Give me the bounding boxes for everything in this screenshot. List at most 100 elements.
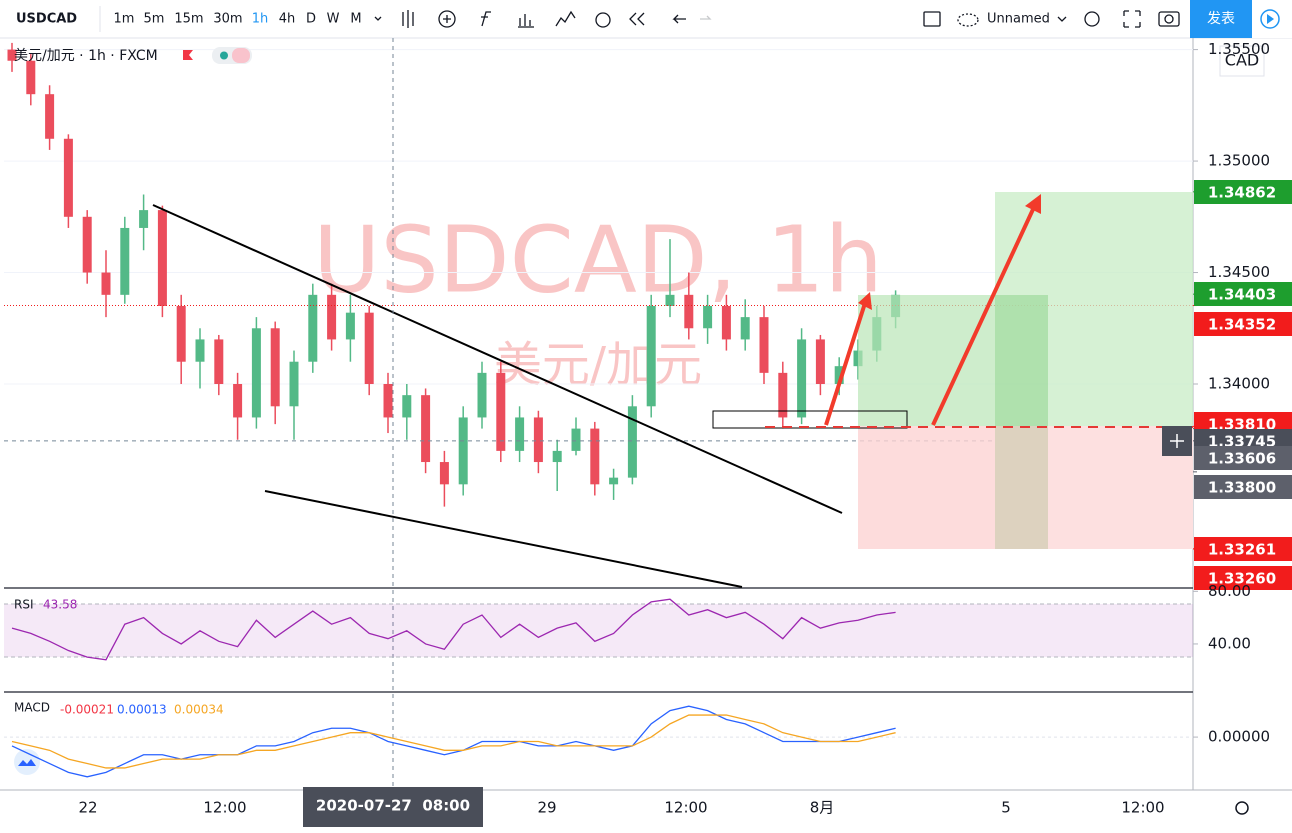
candle-body xyxy=(45,94,55,139)
price-badge xyxy=(1194,566,1292,590)
fullscreen-icon[interactable] xyxy=(1123,10,1141,28)
candle-body xyxy=(721,305,731,340)
interval-button[interactable]: W xyxy=(327,12,340,27)
time-label: 12:00 xyxy=(1121,799,1164,817)
currency[interactable]: CAD xyxy=(1225,51,1259,70)
interval-button[interactable]: D xyxy=(306,12,316,27)
settings-icon[interactable] xyxy=(1084,11,1100,27)
drawings xyxy=(152,38,1193,790)
redo-icon[interactable] xyxy=(700,15,712,20)
arrow-head xyxy=(858,292,872,310)
replay-button[interactable] xyxy=(1260,9,1280,29)
watermark-name: 美元/加元 xyxy=(494,337,702,393)
interval-button[interactable]: 5m xyxy=(144,12,165,27)
plus xyxy=(1170,434,1184,448)
support-box xyxy=(712,410,908,429)
interval-button[interactable]: 4h xyxy=(279,12,296,27)
candle-body xyxy=(439,462,449,485)
candle-body xyxy=(383,384,393,418)
candle-body xyxy=(308,294,318,362)
symbol[interactable]: USDCAD xyxy=(16,12,77,27)
candle-body xyxy=(82,216,92,273)
interval-button[interactable]: 30m xyxy=(213,12,242,27)
price-badge xyxy=(1194,312,1292,336)
snapshot-icon[interactable] xyxy=(1158,11,1180,27)
candle-body xyxy=(214,339,224,385)
indicator-title: MACD xyxy=(14,701,50,715)
candle-body xyxy=(195,339,205,362)
interval-button[interactable]: M xyxy=(350,12,361,27)
trend-line xyxy=(264,490,743,588)
rsi-band xyxy=(4,604,1193,657)
time-label: 8月 xyxy=(810,799,835,817)
currency-box[interactable] xyxy=(1219,45,1265,77)
macd-value: -0.00021 xyxy=(60,703,114,717)
templates-icon[interactable] xyxy=(555,10,576,27)
axis-settings[interactable] xyxy=(1235,801,1249,815)
interval-button[interactable]: 15m xyxy=(174,12,203,27)
candle-body xyxy=(740,317,750,340)
candle-body xyxy=(797,339,807,418)
price-badge-label: 1.33260 xyxy=(1208,570,1276,588)
fx-icon[interactable] xyxy=(481,11,491,27)
layout-name[interactable]: Unnamed xyxy=(987,12,1050,27)
time-label: 5 xyxy=(1001,799,1011,817)
interval-button[interactable]: 1h xyxy=(252,12,269,27)
candle-body xyxy=(684,294,694,329)
time-label: 22 xyxy=(78,799,97,817)
dropdown-icon[interactable] xyxy=(1057,16,1067,22)
dropdown-icon[interactable] xyxy=(374,16,382,21)
target-zone xyxy=(858,295,1048,426)
price-badge-label: 1.33800 xyxy=(1208,479,1276,497)
replay-icon[interactable] xyxy=(629,12,645,26)
candle-body xyxy=(703,305,713,329)
alert-icon[interactable] xyxy=(595,12,611,28)
price-badge xyxy=(1194,537,1292,561)
publish-label[interactable]: 发表 xyxy=(1207,11,1235,27)
y-tick-label: 1.34500 xyxy=(1208,263,1270,281)
top-toolbar xyxy=(0,0,1292,38)
time-label: 12:00 xyxy=(203,799,246,817)
plus xyxy=(443,15,451,23)
arrow xyxy=(931,204,1037,426)
price-badge xyxy=(1194,446,1292,470)
indicator-line xyxy=(11,705,896,778)
candle-body xyxy=(26,60,36,95)
time-label: 12:00 xyxy=(664,799,707,817)
publish-button[interactable] xyxy=(1190,0,1252,38)
candle-body xyxy=(233,384,243,418)
rsi-value: 43.58 xyxy=(43,598,77,612)
time-label: 29 xyxy=(537,799,556,817)
lens xyxy=(1164,14,1174,24)
candle-body xyxy=(533,417,543,463)
price-badge xyxy=(1194,475,1292,499)
candle-body xyxy=(590,428,600,485)
flag-icon[interactable] xyxy=(183,50,193,60)
candle-body xyxy=(778,372,788,418)
status-dot xyxy=(220,51,228,60)
candle-body xyxy=(345,312,355,340)
price-badge-label: 1.34352 xyxy=(1208,316,1276,334)
indicator-line xyxy=(11,714,896,769)
interval-button[interactable]: 1m xyxy=(114,12,135,27)
compare-icon[interactable] xyxy=(518,14,534,28)
stop-zone xyxy=(858,426,1048,549)
candle-body xyxy=(609,477,619,485)
crosshair-time-label: 2020-07-27 08:00 xyxy=(316,797,470,815)
candle-body xyxy=(571,428,581,451)
undo-icon[interactable] xyxy=(672,14,686,24)
indicator-add-icon[interactable] xyxy=(438,10,456,28)
cloud-icon xyxy=(957,13,979,27)
candle-body xyxy=(477,372,487,418)
y-tick-label: 1.35000 xyxy=(1208,152,1270,170)
chart-type-icon[interactable] xyxy=(402,10,414,28)
legend-title: 美元/加元 · 1h · FXCM xyxy=(14,48,158,64)
watermark-symbol: USDCAD, 1h xyxy=(313,206,883,313)
y-tick-label: 0.00000 xyxy=(1208,728,1270,746)
layout-icon[interactable] xyxy=(923,11,941,27)
candle-body xyxy=(458,417,468,485)
status-pill xyxy=(232,48,250,63)
y-tick-label: 80.00 xyxy=(1208,582,1251,600)
candle-body xyxy=(176,305,186,362)
